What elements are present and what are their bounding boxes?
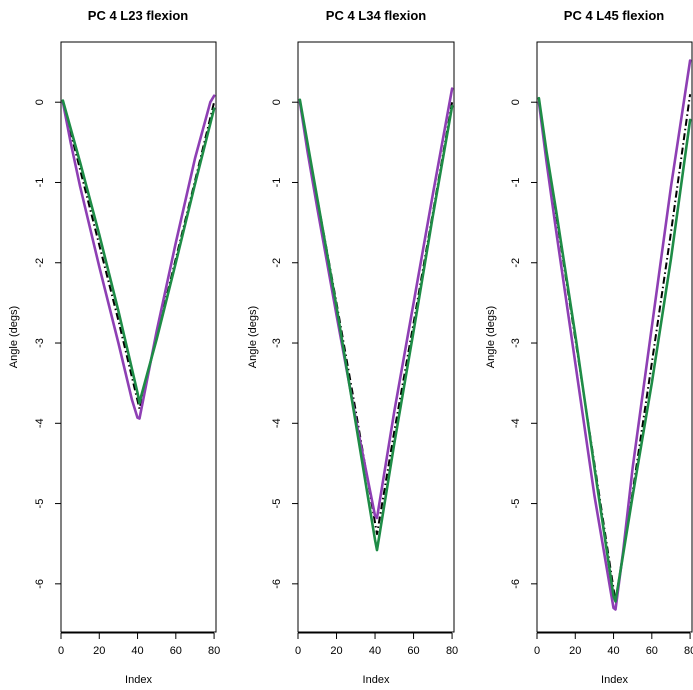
y-tick-label: -2 [34, 258, 46, 268]
x-axis-title: Index [363, 674, 390, 686]
y-tick-label: -3 [34, 338, 46, 348]
series-line-mean [298, 102, 454, 536]
y-axis-title: Angle (degs) [247, 306, 259, 368]
y-tick-label: -4 [271, 418, 283, 428]
x-axis-title: Index [601, 674, 628, 686]
y-axis-title: Angle (degs) [485, 306, 497, 368]
y-tick-label: -5 [510, 499, 522, 509]
x-tick-label: 80 [684, 645, 693, 657]
y-tick-label: 0 [510, 99, 522, 105]
plot-box [536, 41, 693, 633]
series-line-mean [537, 94, 692, 603]
y-tick-label: -1 [34, 178, 46, 188]
series-line-green [298, 98, 454, 552]
y-tick-label: -6 [271, 579, 283, 589]
y-tick-label: -3 [510, 338, 522, 348]
x-tick-label: 60 [646, 645, 658, 657]
y-tick-label: -6 [510, 579, 522, 589]
y-tick-label: -2 [510, 258, 522, 268]
y-tick-label: -4 [510, 418, 522, 428]
plot-box [297, 41, 455, 633]
series-line-purple [537, 59, 692, 611]
series-line-green [61, 99, 216, 405]
y-tick-label: -2 [271, 258, 283, 268]
x-tick-label: 0 [58, 645, 64, 657]
x-tick-label: 20 [569, 645, 581, 657]
x-tick-label: 60 [170, 645, 182, 657]
x-tick-label: 40 [131, 645, 143, 657]
series-line-mean [61, 101, 216, 410]
panel-l23-flexion: PC 4 L23 flexion 0 -1 -2 -3 -4 -5 -6 0 20 40 60 80 In… [8, 8, 220, 686]
y-tick-label: -4 [34, 418, 46, 428]
y-tick-label: -6 [34, 579, 46, 589]
x-tick-label: 80 [446, 645, 458, 657]
y-tick-label: -5 [34, 499, 46, 509]
x-tick-label: 40 [369, 645, 381, 657]
series-line-green [537, 96, 692, 603]
x-tick-label: 80 [208, 645, 220, 657]
plot-box [60, 41, 217, 633]
panel-l34-flexion: PC 4 L34 flexion 0 -1 -2 -3 -4 -5 -6 0 20 40 60 80 In… [247, 8, 458, 686]
chart-title: PC 4 L45 flexion [564, 8, 664, 23]
x-tick-label: 60 [407, 645, 419, 657]
x-tick-label: 0 [534, 645, 540, 657]
y-axis-title: Angle (degs) [8, 306, 20, 368]
y-tick-label: 0 [271, 99, 283, 105]
chart-title: PC 4 L23 flexion [88, 8, 188, 23]
x-axis-title: Index [125, 674, 152, 686]
y-tick-label: -3 [271, 338, 283, 348]
panel-l45-flexion: PC 4 L45 flexion 0 -1 -2 -3 -4 -5 -6 0 20 40 60 80 In… [485, 8, 693, 686]
chart-title: PC 4 L34 flexion [326, 8, 426, 23]
x-tick-label: 20 [93, 645, 105, 657]
y-tick-label: -1 [510, 178, 522, 188]
y-tick-label: -5 [271, 499, 283, 509]
y-tick-label: 0 [34, 99, 46, 105]
y-tick-label: -1 [271, 178, 283, 188]
x-tick-label: 20 [330, 645, 342, 657]
series-line-purple [298, 87, 454, 520]
series-line-purple [61, 94, 216, 420]
x-tick-label: 40 [607, 645, 619, 657]
x-tick-label: 0 [295, 645, 301, 657]
